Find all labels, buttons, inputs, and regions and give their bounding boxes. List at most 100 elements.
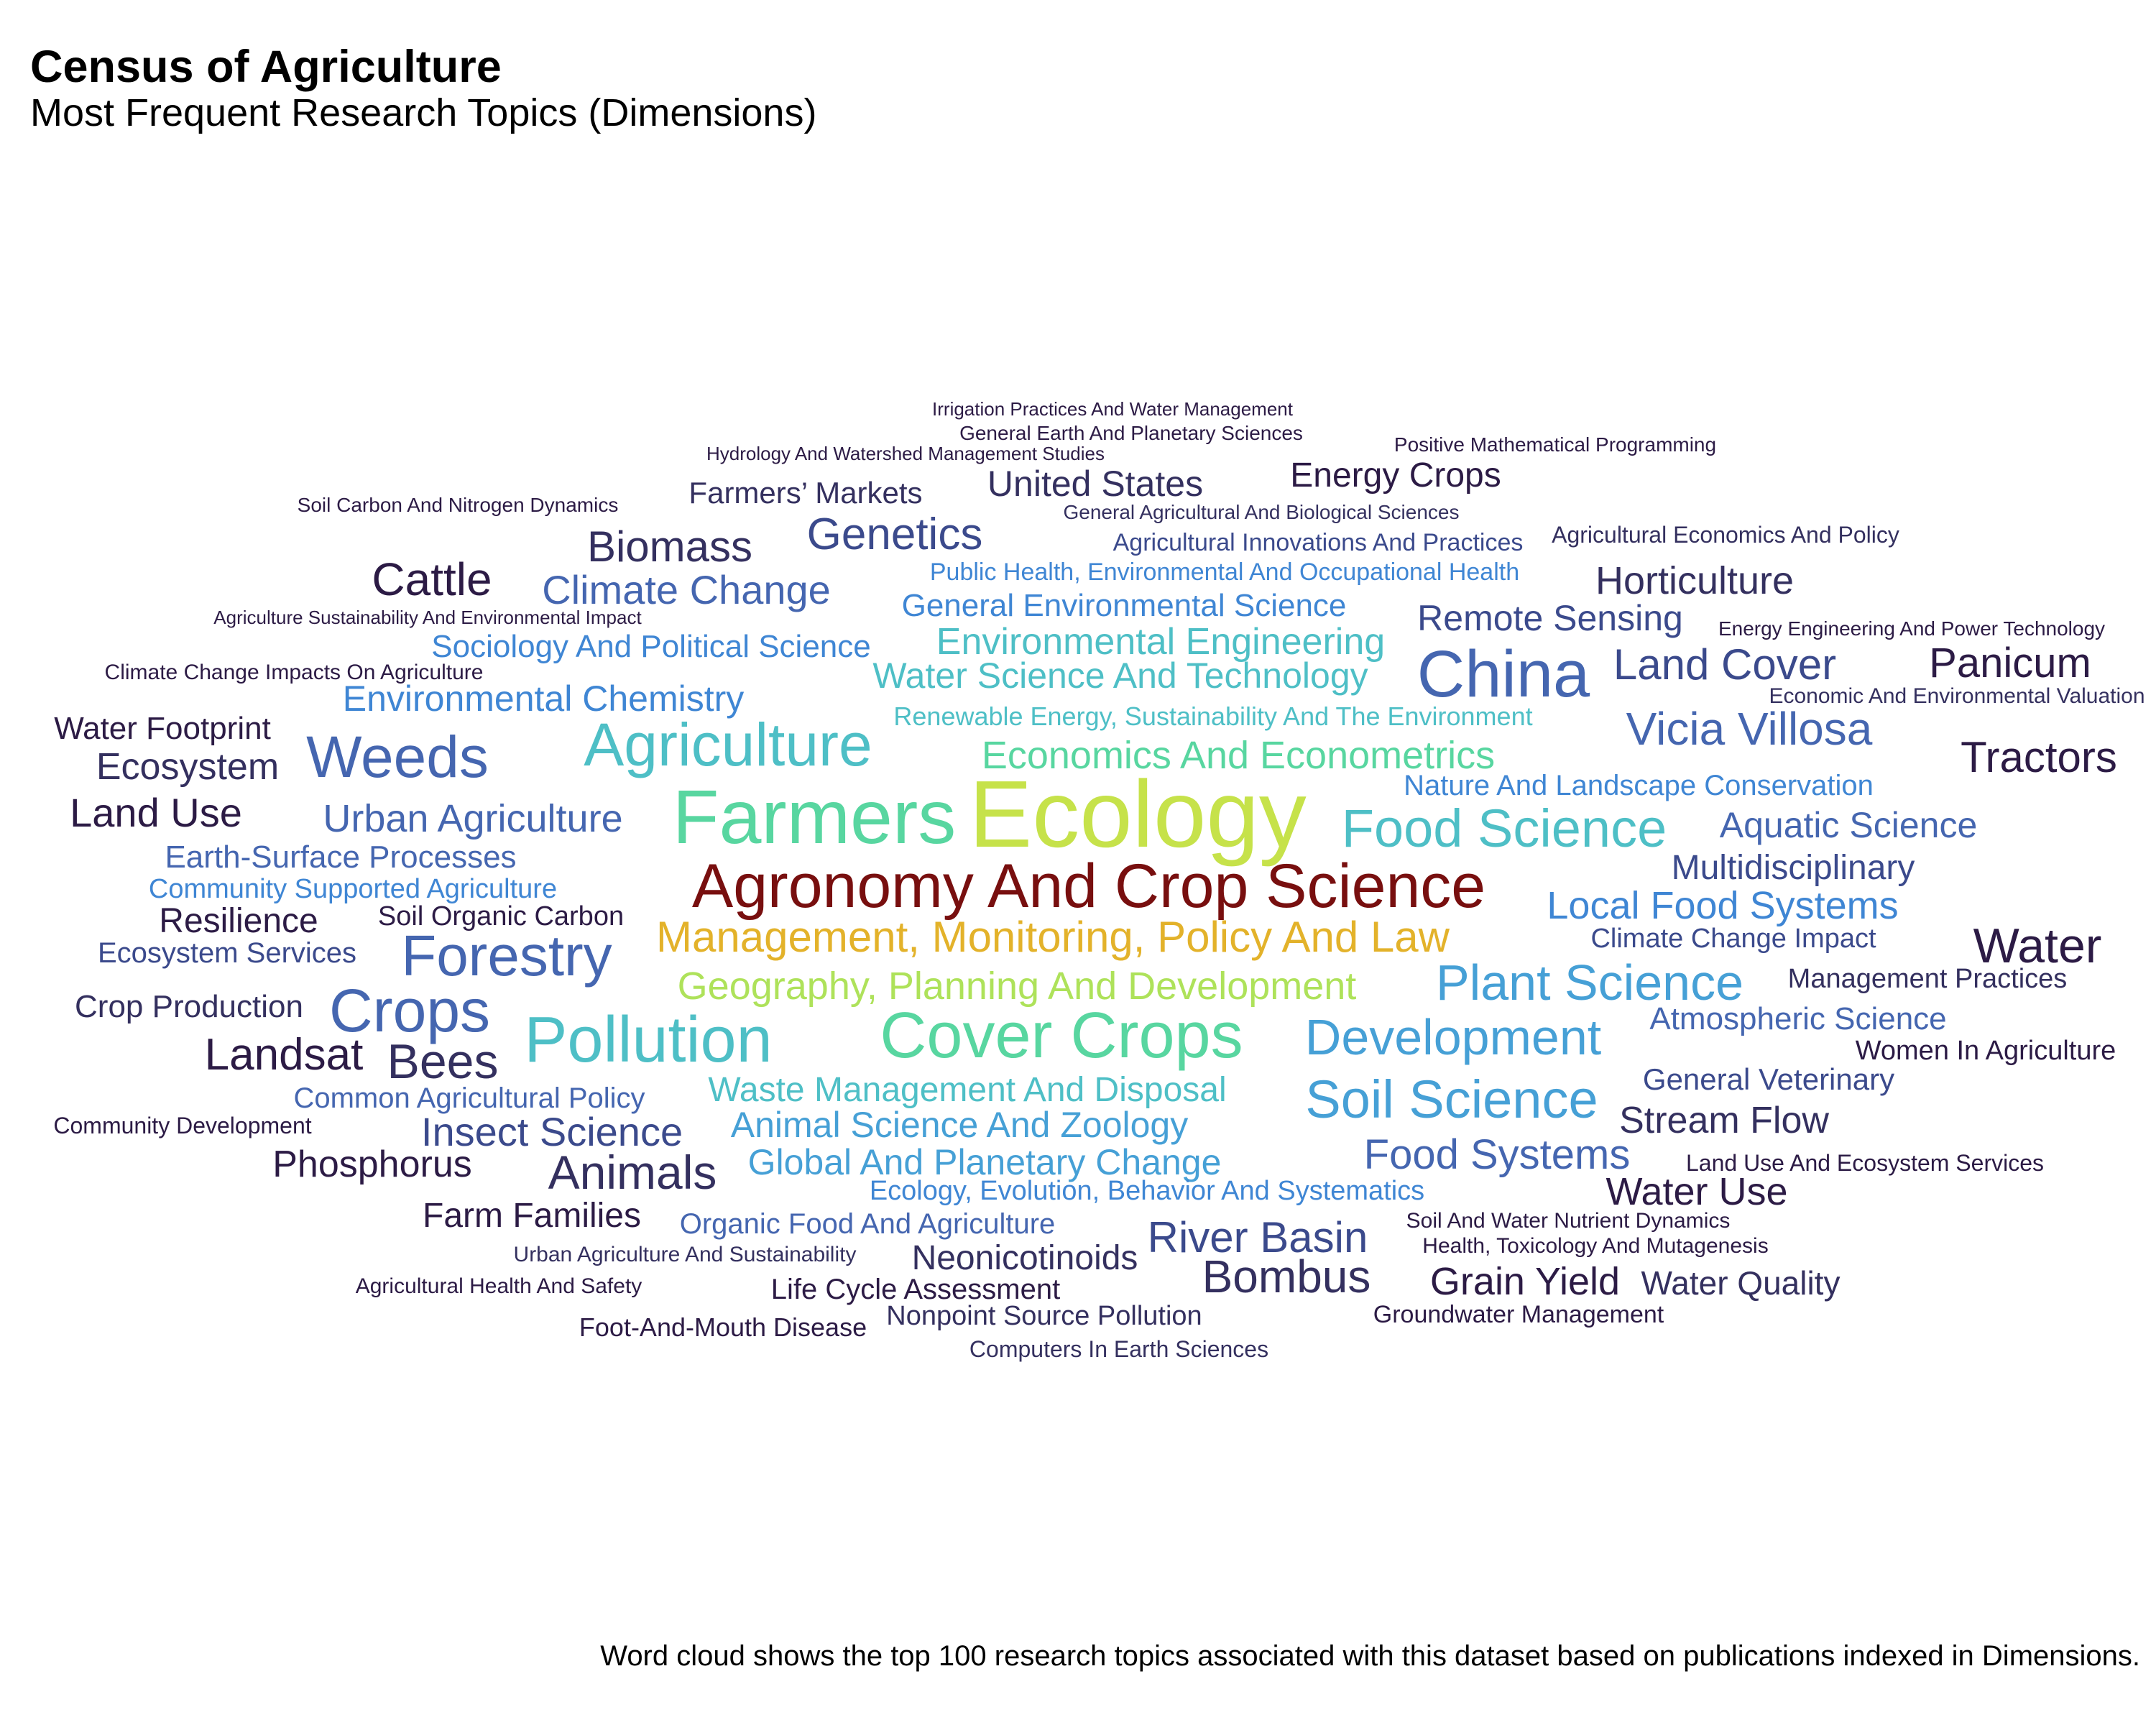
word-cloud-term: Agriculture [584, 711, 872, 778]
word-cloud-term: Management Practices [1787, 964, 2068, 994]
word-cloud-term: Urban Agriculture And Sustainability [513, 1243, 857, 1266]
word-cloud-term: Water Science And Technology [872, 656, 1368, 696]
word-cloud-term: Water Footprint [54, 711, 271, 746]
word-cloud-term: Phosphorus [272, 1144, 472, 1185]
word-cloud-term: Soil Organic Carbon [377, 901, 625, 932]
word-cloud-term: Insect Science [420, 1109, 683, 1154]
word-cloud-term: Farmers’ Markets [688, 476, 923, 510]
chart-subtitle: Most Frequent Research Topics (Dimension… [30, 91, 817, 134]
word-cloud-term: River Basin [1147, 1213, 1368, 1261]
word-cloud-term: Energy Engineering And Power Technology [1718, 617, 2106, 640]
word-cloud-term: Animal Science And Zoology [730, 1105, 1189, 1145]
word-cloud-term: Community Development [53, 1113, 312, 1138]
word-cloud-term: Ecosystem Services [97, 937, 357, 969]
word-cloud-term: Water Use [1606, 1170, 1788, 1213]
word-cloud-term: Positive Mathematical Programming [1393, 433, 1717, 456]
word-cloud-term: Waste Management And Disposal [708, 1071, 1227, 1109]
word-cloud-term: Local Food Systems [1547, 884, 1899, 927]
word-cloud-term: Ecosystem [96, 746, 280, 788]
chart-caption: Word cloud shows the top 100 research to… [600, 1640, 2140, 1672]
word-cloud-term: Organic Food And Agriculture [679, 1208, 1056, 1240]
word-cloud-term: Stream Flow [1619, 1100, 1829, 1141]
word-cloud-term: Farm Families [422, 1197, 642, 1235]
word-cloud-term: Women In Agriculture [1855, 1036, 2116, 1066]
word-cloud-term: General Earth And Planetary Sciences [959, 422, 1303, 444]
word-cloud-term: Computers In Earth Sciences [969, 1336, 1269, 1362]
word-cloud-term: Aquatic Science [1719, 805, 1978, 845]
word-cloud-term: Horticulture [1595, 559, 1795, 602]
word-cloud-term: General Environmental Science [901, 588, 1347, 623]
word-cloud-term: Soil Science [1305, 1070, 1598, 1129]
word-cloud-term: Health, Toxicology And Mutagenesis [1422, 1234, 1769, 1258]
word-cloud-term: Economics And Econometrics [981, 734, 1496, 777]
word-cloud-term: Urban Agriculture [323, 797, 623, 840]
word-cloud-term: Environmental Chemistry [342, 678, 745, 719]
word-cloud-term: Grain Yield [1429, 1260, 1621, 1303]
word-cloud-term: Soil Carbon And Nitrogen Dynamics [297, 494, 619, 516]
word-cloud-term: Cover Crops [880, 1000, 1243, 1072]
word-cloud-term: Forestry [401, 924, 612, 988]
word-cloud-term: Food Science [1341, 799, 1667, 858]
word-cloud-term: Cattle [372, 553, 492, 605]
word-cloud-term: United States [987, 464, 1204, 504]
word-cloud-term: Groundwater Management [1373, 1301, 1664, 1328]
word-cloud-term: Crops [328, 977, 491, 1044]
word-cloud-term: Nonpoint Source Pollution [886, 1301, 1202, 1331]
word-cloud-term: Neonicotinoids [911, 1239, 1138, 1277]
word-cloud-term: Food Systems [1363, 1131, 1631, 1178]
word-cloud-term: Agriculture Sustainability And Environme… [213, 607, 642, 628]
word-cloud-term: Hydrology And Watershed Management Studi… [706, 443, 1105, 464]
word-cloud-term: Landsat [204, 1030, 364, 1080]
word-cloud-term: Energy Crops [1290, 456, 1501, 494]
word-cloud-term: Bees [387, 1034, 499, 1089]
word-cloud-term: Genetics [806, 510, 983, 559]
word-cloud-term: Climate Change [542, 567, 831, 612]
word-cloud-term: Environmental Engineering [936, 621, 1386, 663]
word-cloud-term: Pollution [524, 1004, 773, 1076]
word-cloud-term: Weeds [306, 724, 489, 790]
word-cloud-term: Nature And Landscape Conservation [1404, 770, 1874, 801]
word-cloud-term: Vicia Villosa [1626, 703, 1873, 755]
word-cloud-term: Tractors [1961, 733, 2117, 781]
word-cloud-term: Agronomy And Crop Science [691, 852, 1486, 921]
word-cloud-term: Remote Sensing [1417, 598, 1683, 638]
word-cloud-term: General Veterinary [1642, 1062, 1895, 1096]
word-cloud-term: Agricultural Health And Safety [355, 1274, 642, 1298]
word-cloud-term: Water Quality [1641, 1264, 1841, 1302]
word-cloud-term: Ecology [969, 761, 1307, 867]
word-cloud-term: Economic And Environmental Valuation [1769, 684, 2145, 708]
word-cloud-term: Agricultural Innovations And Practices [1112, 529, 1524, 556]
word-cloud-term: Land Use [70, 790, 242, 835]
word-cloud-term: Plant Science [1435, 954, 1744, 1011]
word-cloud-term: Sociology And Political Science [431, 629, 871, 664]
word-cloud-term: Renewable Energy, Sustainability And The… [893, 702, 1533, 731]
word-cloud-term: Multidisciplinary [1671, 849, 1915, 887]
word-cloud-term: Life Cycle Assessment [770, 1274, 1061, 1305]
word-cloud-term: Farmers [672, 775, 957, 860]
word-cloud-term: Animals [548, 1146, 717, 1199]
chart-title: Census of Agriculture [30, 42, 502, 92]
word-cloud-term: Climate Change Impacts On Agriculture [104, 661, 484, 684]
word-cloud-term: Land Cover [1613, 640, 1837, 689]
word-cloud-term: Panicum [1929, 640, 2091, 686]
word-cloud-term: Ecology, Evolution, Behavior And Systema… [869, 1176, 1425, 1206]
word-cloud-term: Management, Monitoring, Policy And Law [656, 913, 1450, 961]
word-cloud-term: Bombus [1202, 1251, 1371, 1302]
word-cloud-term: Land Use And Ecosystem Services [1685, 1150, 2045, 1176]
word-cloud-term: Earth-Surface Processes [165, 840, 517, 875]
word-cloud-term: Irrigation Practices And Water Managemen… [932, 398, 1293, 420]
word-cloud-term: Atmospheric Science [1649, 1001, 1947, 1036]
word-cloud-term: Geography, Planning And Development [677, 965, 1357, 1008]
word-cloud-term: Water [1973, 919, 2102, 973]
word-cloud-term: Crop Production [75, 989, 303, 1024]
word-cloud-term: China [1416, 638, 1590, 711]
word-cloud-term: Resilience [159, 902, 318, 940]
word-cloud-term: Biomass [586, 523, 753, 571]
word-cloud-term: Development [1304, 1009, 1602, 1065]
word-cloud-term: Community Supported Agriculture [148, 874, 558, 904]
word-cloud-term: Agricultural Economics And Policy [1552, 522, 1899, 548]
word-cloud-term: General Agricultural And Biological Scie… [1063, 501, 1460, 523]
word-cloud-term: Common Agricultural Policy [293, 1082, 645, 1114]
word-cloud-term: Climate Change Impact [1590, 924, 1876, 954]
